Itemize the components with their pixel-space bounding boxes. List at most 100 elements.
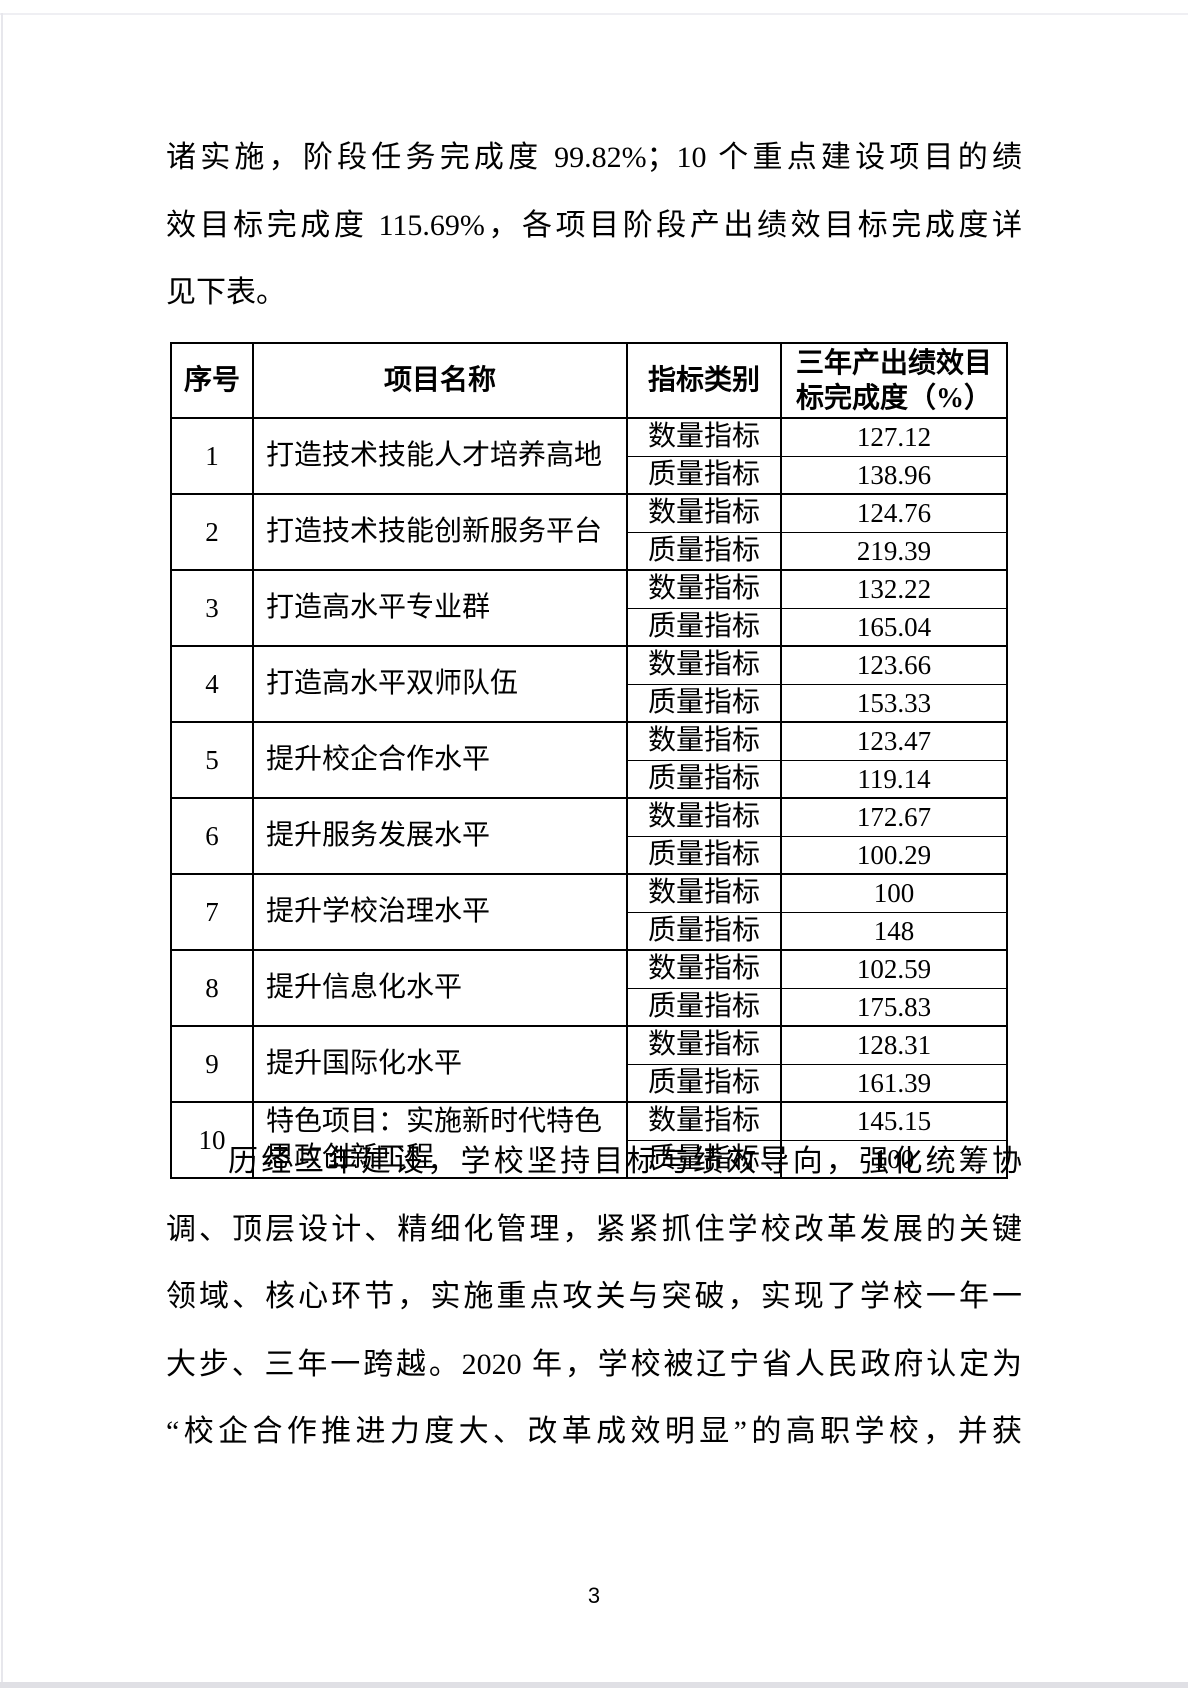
indicator-label: 数量指标 <box>626 721 782 761</box>
bottom-paragraph-line-4: 大步、三年一跨越。2020 年，学校被辽宁省人民政府认定为 <box>166 1347 1022 1381</box>
indicator-value: 148 <box>780 911 1008 951</box>
row-no: 9 <box>170 1025 254 1103</box>
top-paragraph: 诸实施，阶段任务完成度 99.82%；10 个重点建设项目的绩 效目标完成度 1… <box>166 124 1022 327</box>
header-completion-line-1: 三年产出绩效目 <box>795 347 992 379</box>
top-paragraph-line-3: 见下表。 <box>166 276 286 309</box>
table-row: 2 打造技术技能创新服务平台 数量指标 124.76 <box>170 493 1008 571</box>
indicator-label: 质量指标 <box>626 531 782 571</box>
indicator-label: 数量指标 <box>626 1025 782 1065</box>
table-row: 8 提升信息化水平 数量指标 102.59 <box>170 949 1008 1027</box>
header-project-name: 项目名称 <box>252 342 628 419</box>
table-row: 质量指标 119.14 <box>171 759 1008 799</box>
project-name: 提升学校治理水平 <box>252 873 628 951</box>
header-completion-line-2: 标完成度（%） <box>795 382 992 414</box>
table-row: 质量指标 100 <box>171 1139 1008 1179</box>
header-completion: 三年产出绩效目 标完成度（%） <box>780 342 1008 419</box>
table-row: 5 提升校企合作水平 数量指标 123.47 <box>170 721 1008 799</box>
indicator-label: 数量指标 <box>626 873 782 913</box>
project-name: 提升服务发展水平 <box>252 797 628 875</box>
header-no: 序号 <box>170 342 254 419</box>
indicator-value: 145.15 <box>780 1101 1008 1141</box>
indicator-value: 128.31 <box>780 1025 1008 1065</box>
table-row: 3 打造高水平专业群 数量指标 132.22 <box>170 569 1008 647</box>
indicator-value: 102.59 <box>780 949 1008 989</box>
indicator-label: 质量指标 <box>626 759 782 799</box>
table-row: 质量指标 100.29 <box>171 835 1008 875</box>
indicator-value: 175.83 <box>780 987 1008 1027</box>
indicator-value: 100 <box>780 1139 1008 1179</box>
table-row: 9 提升国际化水平 数量指标 128.31 <box>170 1025 1008 1103</box>
indicator-value: 161.39 <box>780 1063 1008 1103</box>
indicator-value: 165.04 <box>780 607 1008 647</box>
row-no: 4 <box>170 645 254 723</box>
indicator-label: 质量指标 <box>626 1139 782 1179</box>
indicator-label: 数量指标 <box>626 949 782 989</box>
indicator-value: 123.47 <box>780 721 1008 761</box>
bottom-paragraph: 历经三年建设，学校坚持目标与绩效导向，强化统筹协 调、顶层设计、精细化管理，紧紧… <box>166 1128 1022 1466</box>
indicator-label: 质量指标 <box>626 911 782 951</box>
indicator-label: 质量指标 <box>626 835 782 875</box>
page-edge-top-line <box>0 13 1188 15</box>
indicator-value: 100.29 <box>780 835 1008 875</box>
top-paragraph-line-1: 诸实施，阶段任务完成度 99.82%；10 个重点建设项目的绩 <box>166 141 1022 174</box>
table-row: 4 打造高水平双师队伍 数量指标 123.66 <box>170 645 1008 723</box>
indicator-value: 138.96 <box>780 455 1008 495</box>
indicator-label: 数量指标 <box>626 797 782 837</box>
row-no: 5 <box>170 721 254 799</box>
project-name: 特色项目：实施新时代特色思政创新工程 <box>252 1101 628 1179</box>
project-name: 打造高水平专业群 <box>252 569 628 647</box>
indicator-label: 质量指标 <box>626 683 782 723</box>
header-indicator-category: 指标类别 <box>626 342 782 419</box>
indicator-value: 153.33 <box>780 683 1008 723</box>
bottom-paragraph-line-3: 领域、核心环节，实施重点攻关与突破，实现了学校一年一 <box>166 1280 1022 1313</box>
table-row: 质量指标 175.83 <box>171 987 1008 1027</box>
top-paragraph-line-2: 效目标完成度 115.69%，各项目阶段产出绩效目标完成度详 <box>166 208 1022 242</box>
table-row: 7 提升学校治理水平 数量指标 100 <box>170 873 1008 951</box>
indicator-label: 质量指标 <box>626 607 782 647</box>
indicator-label: 数量指标 <box>626 569 782 609</box>
page-edge-left-line <box>1 13 3 1682</box>
bottom-paragraph-line-1: 历经三年建设，学校坚持目标与绩效导向，强化统筹协 <box>228 1145 1022 1178</box>
project-name: 提升国际化水平 <box>252 1025 628 1103</box>
row-no: 6 <box>170 797 254 875</box>
row-no: 2 <box>170 493 254 571</box>
table-row: 6 提升服务发展水平 数量指标 172.67 <box>170 797 1008 875</box>
indicator-label: 质量指标 <box>626 455 782 495</box>
indicator-label: 数量指标 <box>626 645 782 685</box>
project-name: 打造高水平双师队伍 <box>252 645 628 723</box>
indicator-value: 127.12 <box>780 417 1008 457</box>
indicator-value: 124.76 <box>780 493 1008 533</box>
indicator-label: 质量指标 <box>626 987 782 1027</box>
row-no: 10 <box>170 1101 254 1179</box>
indicator-value: 123.66 <box>780 645 1008 685</box>
table-row: 质量指标 138.96 <box>171 455 1008 495</box>
indicator-label: 数量指标 <box>626 1101 782 1141</box>
table-row: 1 打造技术技能人才培养高地 数量指标 127.12 <box>170 417 1008 495</box>
table-row: 质量指标 219.39 <box>171 531 1008 571</box>
row-no: 7 <box>170 873 254 951</box>
table-row: 质量指标 153.33 <box>171 683 1008 723</box>
bottom-paragraph-line-2: 调、顶层设计、精细化管理，紧紧抓住学校改革发展的关键 <box>166 1212 1022 1246</box>
indicator-label: 数量指标 <box>626 493 782 533</box>
row-no: 8 <box>170 949 254 1027</box>
row-no: 1 <box>170 417 254 495</box>
project-name: 提升信息化水平 <box>252 949 628 1027</box>
project-name: 提升校企合作水平 <box>252 721 628 799</box>
indicator-value: 119.14 <box>780 759 1008 799</box>
table-row: 质量指标 148 <box>171 911 1008 951</box>
performance-table: 序号 项目名称 指标类别 三年产出绩效目 标完成度（%） 1 打造技术技能人才培… <box>170 342 1008 1179</box>
table-row: 质量指标 165.04 <box>171 607 1008 647</box>
indicator-label: 数量指标 <box>626 417 782 457</box>
page-gap-band <box>0 1682 1188 1688</box>
page-number: 3 <box>587 1583 601 1608</box>
table-row: 质量指标 161.39 <box>171 1063 1008 1103</box>
row-no: 3 <box>170 569 254 647</box>
indicator-value: 132.22 <box>780 569 1008 609</box>
project-name: 打造技术技能人才培养高地 <box>252 417 628 495</box>
table-header-row: 序号 项目名称 指标类别 三年产出绩效目 标完成度（%） <box>170 342 1008 419</box>
indicator-value: 172.67 <box>780 797 1008 837</box>
indicator-value: 100 <box>780 873 1008 913</box>
project-name: 打造技术技能创新服务平台 <box>252 493 628 571</box>
bottom-paragraph-line-5: “校企合作推进力度大、改革成效明显”的高职学校，并获 <box>166 1415 1022 1448</box>
